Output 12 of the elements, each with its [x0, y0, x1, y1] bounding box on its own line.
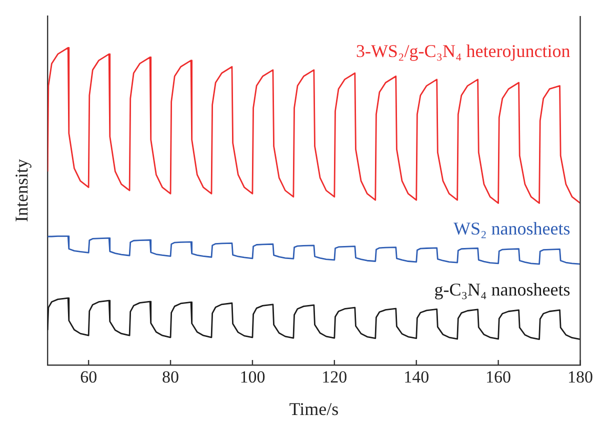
x-axis-title: Time/s: [289, 398, 339, 419]
series-label: 3-WS₂/g-C₃N₄ heterojunction: [356, 41, 570, 62]
x-tick-label: 180: [568, 368, 593, 387]
x-tick-label: 100: [240, 368, 266, 387]
series-label: WS₂ nanosheets: [453, 218, 570, 238]
x-tick-label: 140: [404, 368, 430, 387]
x-tick-label: 80: [162, 368, 180, 387]
x-tick-label: 120: [322, 368, 348, 387]
series-label: g-C₃N₄ nanosheets: [434, 280, 570, 300]
y-axis-title: Intensity: [12, 159, 32, 222]
x-tick-label: 60: [80, 368, 98, 387]
x-tick-label: 160: [486, 368, 512, 387]
